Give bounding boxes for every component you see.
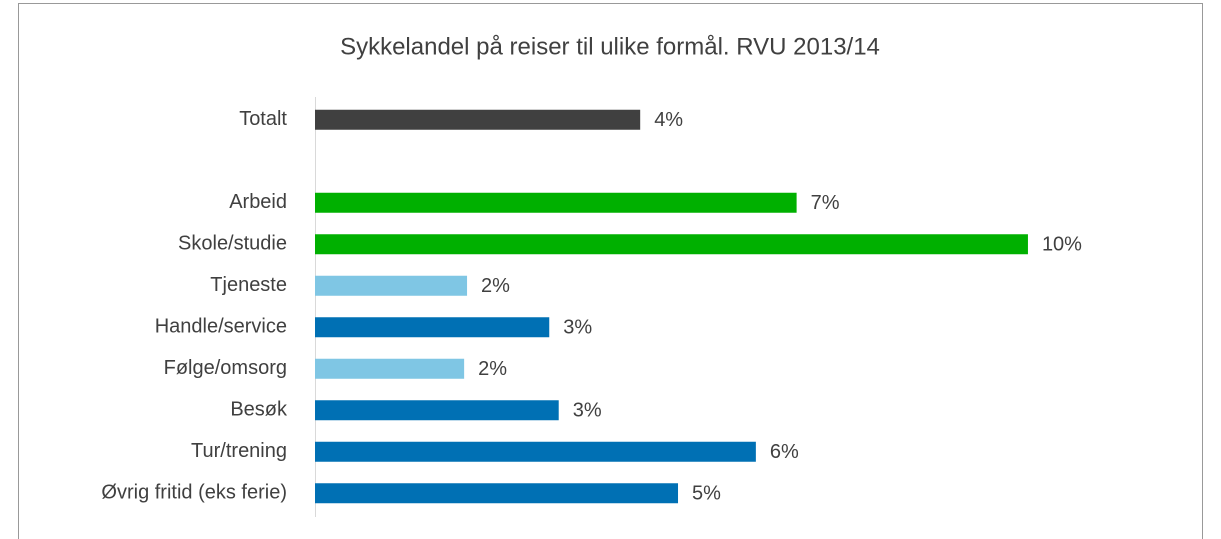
bar (315, 109, 641, 130)
value-label: 10% (1042, 234, 1082, 256)
bar (315, 234, 1028, 255)
value-label: 4% (654, 109, 683, 131)
value-label: 6% (770, 441, 799, 463)
bar (315, 358, 465, 379)
y-tick-label: Følge/omsorg (164, 357, 287, 379)
y-tick-label: Totalt (239, 108, 287, 130)
value-label: 3% (573, 400, 602, 422)
bar (315, 317, 550, 338)
bar (315, 483, 679, 504)
bar (315, 275, 468, 296)
value-label: 2% (478, 358, 507, 380)
y-tick-label: Arbeid (229, 191, 287, 213)
value-label: 2% (481, 275, 510, 297)
bar (315, 400, 559, 421)
y-tick-label: Tjeneste (210, 274, 287, 296)
bar (315, 441, 756, 462)
y-tick-label: Øvrig fritid (eks ferie) (101, 482, 287, 504)
y-tick-label: Skole/studie (178, 233, 287, 255)
bar (315, 192, 797, 213)
y-tick-label: Tur/trening (191, 440, 287, 462)
value-label: 5% (692, 483, 721, 505)
value-label: 3% (563, 317, 592, 339)
value-label: 7% (811, 192, 840, 214)
y-tick-label: Handle/service (155, 316, 287, 338)
y-tick-label: Besøk (230, 399, 288, 421)
chart-title: Sykkelandel på reiser til ulike formål. … (340, 33, 880, 60)
